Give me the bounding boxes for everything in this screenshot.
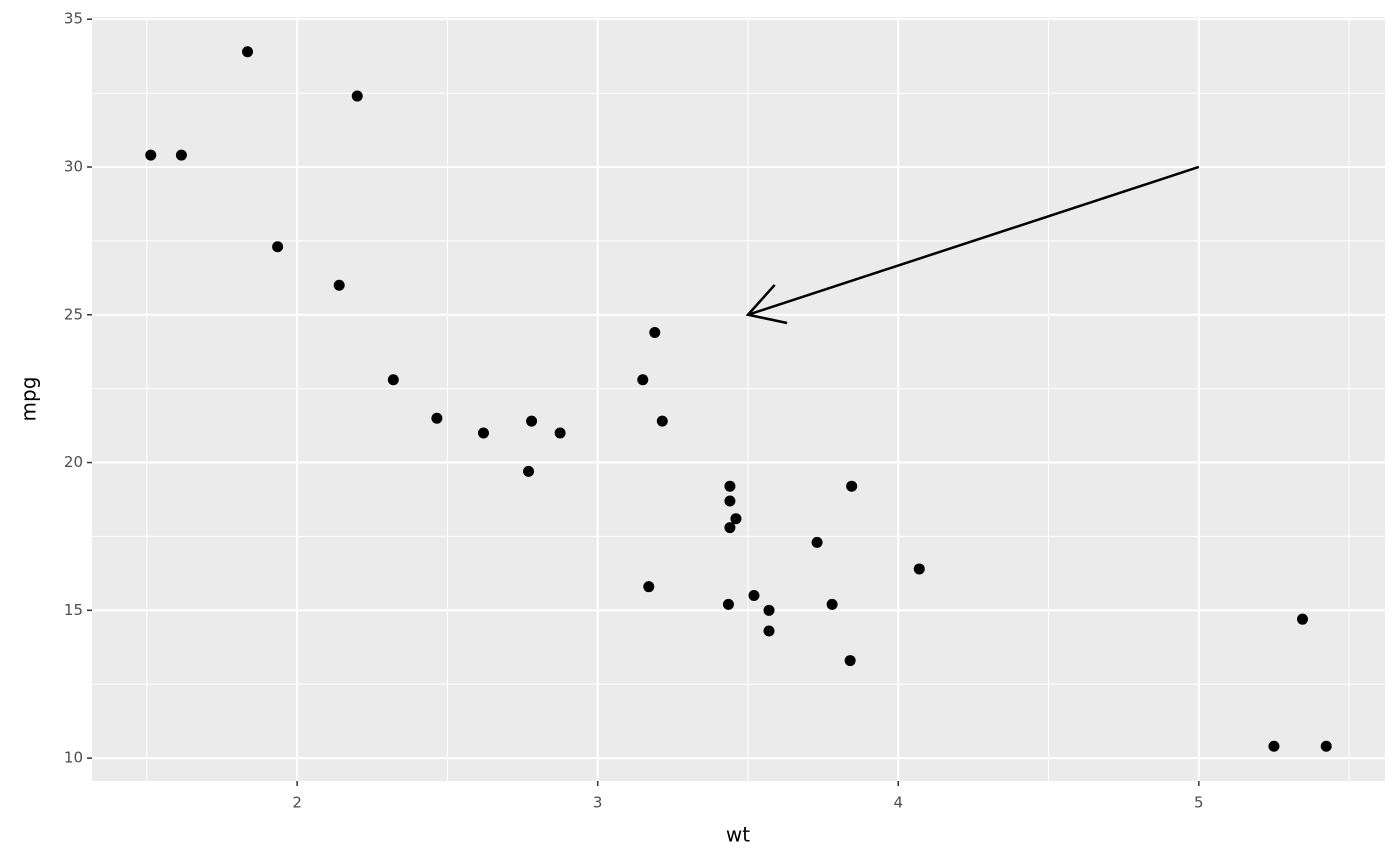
x-tick-label: 4 <box>893 794 903 812</box>
point <box>763 604 775 616</box>
point <box>523 465 535 477</box>
point <box>1296 613 1308 625</box>
point <box>351 90 363 102</box>
point <box>387 374 399 386</box>
point <box>844 655 856 667</box>
y-tick-label: 20 <box>64 453 83 471</box>
y-tick-label: 30 <box>64 157 83 175</box>
point <box>431 412 443 424</box>
point <box>811 536 823 548</box>
point <box>722 598 734 610</box>
x-tick-label: 5 <box>1194 794 1204 812</box>
point <box>1320 740 1332 752</box>
point <box>649 327 661 339</box>
point <box>846 480 858 492</box>
point <box>748 590 760 602</box>
point <box>763 625 775 637</box>
point <box>637 374 649 386</box>
point <box>554 427 566 439</box>
x-tick-label: 2 <box>292 794 302 812</box>
point <box>272 241 284 253</box>
point <box>1268 740 1280 752</box>
annotation-arrow <box>747 165 1200 316</box>
y-tick-label: 10 <box>64 749 83 767</box>
point <box>145 149 157 161</box>
point <box>333 279 345 291</box>
point <box>724 522 736 534</box>
point <box>526 415 538 427</box>
point <box>730 513 742 525</box>
x-axis-title: wt <box>726 823 750 847</box>
panel <box>92 17 1385 781</box>
arrow-head <box>745 284 788 325</box>
point <box>913 563 925 575</box>
point <box>656 415 668 427</box>
point <box>826 598 838 610</box>
point <box>643 581 655 593</box>
x-tick-label: 3 <box>593 794 603 812</box>
y-tick-label: 35 <box>64 10 83 28</box>
y-tick-label: 15 <box>64 601 83 619</box>
point <box>175 149 187 161</box>
point <box>724 495 736 507</box>
point <box>477 427 489 439</box>
point <box>724 480 736 492</box>
y-tick-label: 25 <box>64 305 83 323</box>
y-axis-title: mpg <box>17 377 41 422</box>
point <box>242 46 254 58</box>
